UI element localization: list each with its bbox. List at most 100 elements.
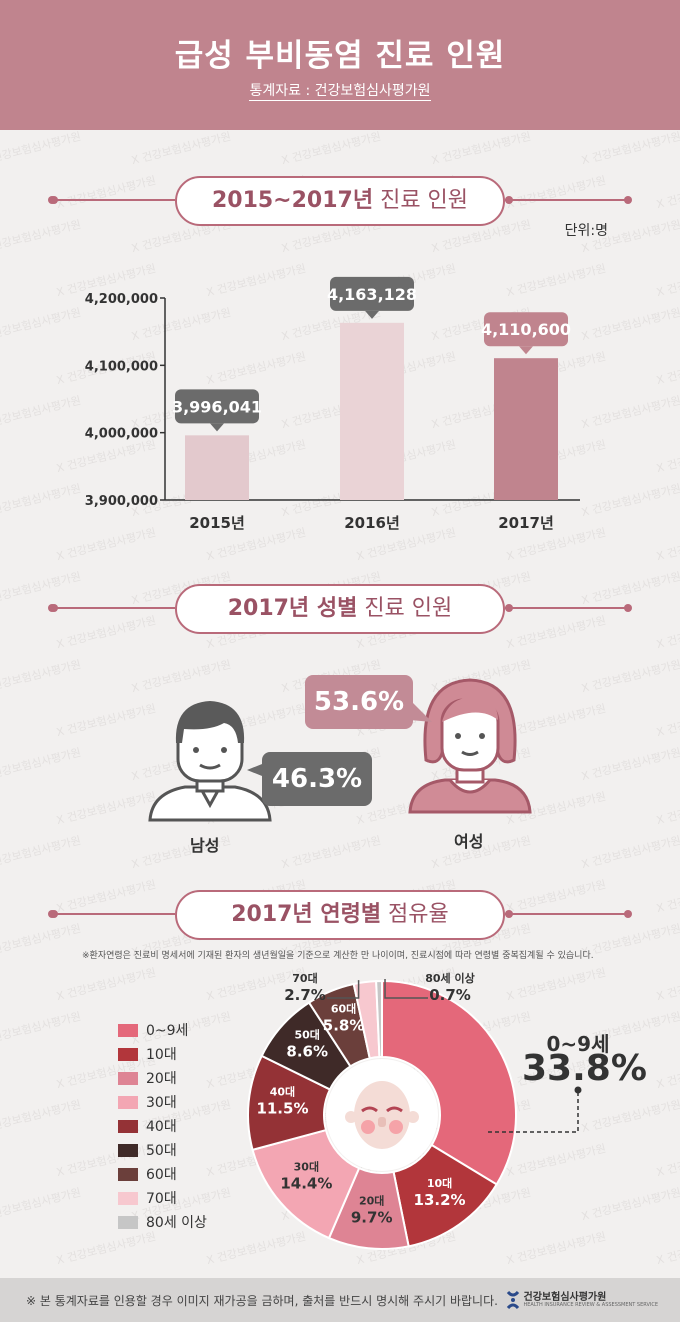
bar-value-label: 3,996,041	[172, 397, 262, 416]
slice-value-label: 14.4%	[280, 1174, 332, 1192]
bar-2015년	[185, 435, 249, 500]
legend-label: 20대	[146, 1071, 177, 1087]
male-percentage-callout: 46.3%	[262, 752, 372, 806]
y-tick-label: 3,900,000	[85, 494, 158, 509]
legend-label: 60대	[146, 1167, 177, 1183]
legend-label: 0~9세	[146, 1023, 189, 1039]
age-note: ※환자연령은 진료비 명세서에 기재된 환자의 생년월일을 기준으로 계산한 만…	[82, 951, 594, 961]
legend-label: 40대	[146, 1119, 177, 1135]
watermark-text: X 건강보험심사평가원	[580, 921, 680, 960]
female-label: 여성	[454, 832, 484, 851]
section3-title-bold: 2017년 연령별	[231, 902, 382, 927]
watermark-text: X 건강보험심사평가원	[280, 833, 383, 872]
watermark-text: X 건강보험심사평가원	[580, 129, 680, 168]
slice-value-label: 8.6%	[286, 1043, 328, 1061]
slice-label: 40대	[270, 1084, 295, 1098]
section1-title-bold: 2015~2017년	[211, 188, 374, 213]
slice-value-label: 9.7%	[351, 1208, 393, 1226]
bar-value-callout-tail	[210, 423, 224, 432]
watermark-text: X 건강보험심사평가원	[280, 129, 383, 168]
watermark-text: X 건강보험심사평가원	[55, 877, 158, 916]
donut-slice-0~9세	[381, 979, 517, 1186]
legend-swatch	[118, 1023, 138, 1037]
watermark-text: X 건강보험심사평가원	[0, 833, 83, 871]
footer-logo-name: 건강보험심사평가원	[523, 1291, 607, 1303]
legend-swatch	[118, 1215, 138, 1229]
watermark-text: X 건강보험심사평가원	[0, 129, 83, 167]
legend-item: 10대	[118, 1044, 177, 1064]
watermark-text: X 건강보험심사평가원	[55, 173, 158, 212]
y-tick-label: 4,100,000	[85, 359, 158, 374]
watermark-text: X 건강보험심사평가원	[580, 657, 680, 696]
highlight-age-label: 0~9세	[546, 1032, 610, 1056]
legend-item: 70대	[118, 1188, 177, 1208]
baby-eye-icon	[386, 1106, 403, 1113]
section1-right-rule	[505, 196, 632, 204]
female-figure-icon	[408, 678, 532, 814]
y-tick-label: 4,000,000	[85, 427, 158, 442]
watermark-text: X 건강보험심사평가원	[0, 569, 83, 607]
slice-label: 80세 이상	[425, 971, 475, 985]
page-title: 급성 부비동염 진료 인원	[174, 38, 506, 74]
watermark-text: X 건강보험심사평가원	[0, 657, 83, 695]
watermark-text: X 건강보험심사평가원	[580, 833, 680, 872]
footer-logo-text: 건강보험심사평가원 HEALTH INSURANCE REVIEW & ASSE…	[523, 1291, 658, 1308]
watermark-text: X 건강보험심사평가원	[580, 745, 680, 784]
section2-title-bold: 2017년 성별	[227, 596, 358, 621]
male-percentage: 46.3%	[271, 764, 363, 794]
female-callout-tail	[410, 700, 432, 722]
legend-label: 70대	[146, 1191, 177, 1207]
highlight-leader-dot	[574, 1086, 582, 1094]
bar-value-callout	[330, 276, 414, 311]
legend-item: 30대	[118, 1092, 177, 1112]
legend-label: 10대	[146, 1047, 177, 1063]
watermark-text: X 건강보험심사평가원	[130, 657, 233, 696]
slice-leader-line	[327, 980, 360, 999]
male-figure-icon	[148, 701, 272, 822]
slice-label: 30대	[294, 1159, 319, 1173]
watermark-text: X 건강보험심사평가원	[655, 877, 680, 916]
section3-left-rule	[48, 910, 175, 918]
legend-swatch	[118, 1095, 138, 1109]
footer-logo-sub: HEALTH INSURANCE REVIEW & ASSESSMENT SER…	[523, 1301, 658, 1308]
highlight-leader-line	[488, 1090, 579, 1133]
highlight-age-value: 33.8%	[522, 1048, 647, 1089]
baby-nose-icon	[378, 1117, 386, 1127]
watermark-text: X 건강보험심사평가원	[655, 701, 680, 740]
slice-value-label: 13.2%	[414, 1191, 466, 1209]
watermark-text: X 건강보험심사평가원	[655, 789, 680, 828]
section1-left-rule	[48, 196, 175, 204]
legend-label: 80세 이상	[146, 1215, 207, 1231]
section2-right-rule	[505, 604, 632, 612]
bar-chart: 3,900,000 4,000,000 4,100,000 4,200,000 3,99…	[85, 276, 580, 532]
bar-value-label: 4,110,600	[481, 320, 571, 339]
section2-left-rule	[48, 604, 175, 612]
watermark-text: X 건강보험심사평가원	[655, 613, 680, 652]
x-tick-label: 2016년	[344, 514, 400, 532]
section3-right-rule	[505, 910, 632, 918]
legend-item: 60대	[118, 1164, 177, 1184]
slice-value-label: 0.7%	[429, 986, 471, 1004]
bar-value-callout	[484, 312, 568, 347]
slice-label: 50대	[294, 1028, 319, 1042]
watermark-text: X 건강보험심사평가원	[655, 173, 680, 212]
slice-label: 10대	[427, 1176, 452, 1190]
slice-label: 20대	[359, 1193, 384, 1207]
legend-item: 50대	[118, 1140, 177, 1160]
baby-ear-icon	[407, 1111, 419, 1123]
watermark-text: X 건강보험심사평가원	[55, 613, 158, 652]
watermark-text: X 건강보험심사평가원	[0, 745, 83, 783]
bar-value-callout-tail	[519, 346, 533, 355]
section2-title-rest: 진료 인원	[357, 596, 453, 621]
baby-cheek-icon	[389, 1120, 403, 1134]
footer-logo: 건강보험심사평가원 HEALTH INSURANCE REVIEW & ASSE…	[506, 1290, 658, 1310]
bar-2017년	[494, 358, 558, 500]
baby-ear-icon	[345, 1111, 357, 1123]
legend-swatch	[118, 1191, 138, 1205]
legend-item: 20대	[118, 1068, 177, 1088]
watermark-text: X 건강보험심사평가원	[505, 877, 608, 916]
slice-value-label: 2.7%	[284, 986, 326, 1004]
y-tick-label: 4,200,000	[85, 292, 158, 307]
legend-swatch	[118, 1167, 138, 1181]
